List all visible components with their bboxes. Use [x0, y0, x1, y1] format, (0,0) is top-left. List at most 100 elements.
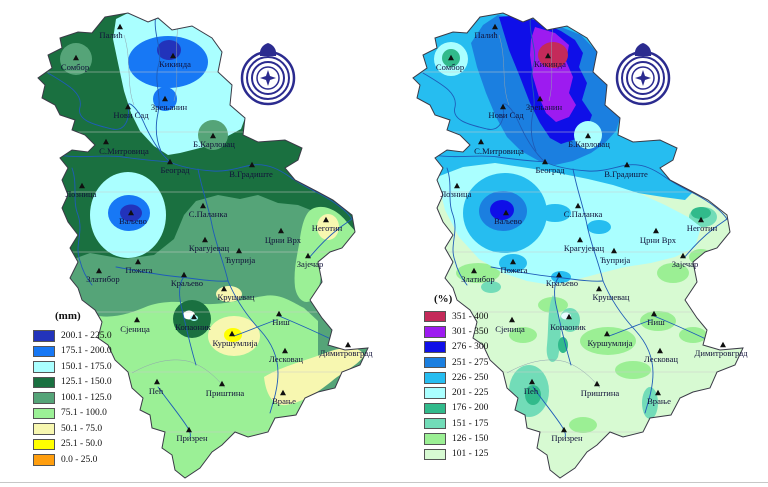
- city-label: С.Митровица: [474, 146, 524, 156]
- legend-label: 126 - 150: [452, 434, 489, 445]
- station-triangle-icon: [680, 252, 686, 259]
- station-triangle-icon: [624, 161, 630, 168]
- city-label: Ћуприја: [225, 255, 256, 265]
- city-label: Копаоник: [175, 322, 212, 332]
- legend-swatch: [424, 402, 446, 415]
- legend-item: 351 - 400: [424, 309, 488, 324]
- city-label: Врање: [272, 396, 296, 406]
- legend-mm-rows: 200.1 - 225.0 175.1 - 200.0 150.1 - 175.0 1…: [33, 328, 112, 468]
- station-triangle-icon: [249, 161, 255, 168]
- legend-item: 0.0 - 25.0: [33, 452, 112, 468]
- station-triangle-icon: [471, 267, 477, 274]
- station-triangle-icon: [545, 52, 551, 59]
- legend-mm: (mm) 200.1 - 225.0 175.1 - 200.0 150.1 - 1…: [33, 310, 112, 468]
- city-label: Зајечар: [297, 259, 324, 269]
- city-label: Зрењанин: [151, 102, 188, 112]
- legend-swatch: [33, 438, 55, 450]
- legend-swatch: [424, 433, 446, 445]
- admin-borders: [498, 26, 601, 389]
- station-triangle-icon: [117, 23, 123, 30]
- hydromet-logo-icon: [240, 43, 296, 106]
- station-triangle-icon: [128, 209, 134, 216]
- city-label: Призрен: [551, 433, 583, 443]
- legend-percent-title: (%): [434, 293, 453, 305]
- legend-label: 200.1 - 225.0: [61, 330, 112, 341]
- legend-swatch: [33, 407, 55, 419]
- city-label: Пожега: [125, 265, 152, 275]
- city-label: С.Митровица: [99, 146, 149, 156]
- city-label: С.Паланка: [564, 209, 603, 219]
- city-label: Крагујевац: [189, 243, 230, 253]
- station-triangle-icon: [73, 54, 79, 61]
- station-triangle-icon: [529, 378, 535, 385]
- station-triangle-icon: [280, 389, 286, 396]
- legend-swatch: [33, 361, 55, 373]
- city-label: Б.Карловац: [568, 139, 610, 149]
- city-label: Златибор: [461, 274, 494, 284]
- station-triangle-icon: [210, 132, 216, 139]
- city-label: Крушевац: [217, 292, 254, 302]
- legend-item: 101 - 125: [424, 447, 488, 462]
- city-label: Нови Сад: [113, 110, 149, 120]
- city-label: Ниш: [647, 317, 665, 327]
- city-label: Димитровград: [694, 348, 748, 358]
- station-triangle-icon: [503, 209, 509, 216]
- station-triangle-icon: [79, 182, 85, 189]
- legend-label: 301 - 350: [452, 326, 489, 337]
- station-triangle-icon: [282, 347, 288, 354]
- station-triangle-icon: [575, 202, 581, 209]
- station-triangle-icon: [611, 247, 617, 254]
- legend-item: 251 - 275: [424, 355, 488, 370]
- legend-item: 50.1 - 75.0: [33, 421, 112, 437]
- legend-item: 125.1 - 150.0: [33, 375, 112, 391]
- station-triangle-icon: [577, 236, 583, 243]
- city-label: Београд: [535, 165, 565, 175]
- station-triangle-icon: [653, 227, 659, 234]
- city-label: Лесковац: [644, 354, 678, 364]
- legend-swatch: [424, 356, 446, 369]
- station-triangle-icon: [276, 310, 282, 317]
- station-triangle-icon: [305, 252, 311, 259]
- station-triangle-icon: [585, 132, 591, 139]
- legend-item: 176 - 200: [424, 401, 488, 416]
- station-triangle-icon: [448, 54, 454, 61]
- legend-label: 175.1 - 200.0: [61, 346, 112, 357]
- legend-swatch: [424, 387, 446, 399]
- city-label: В.Градиште: [604, 169, 648, 179]
- station-triangle-icon: [154, 378, 160, 385]
- legend-percent: (%) 351 - 400 301 - 350 276 - 300 251 - 275…: [424, 293, 488, 462]
- legend-label: 151 - 175: [452, 418, 489, 429]
- city-label: Црни Врх: [640, 235, 677, 245]
- legend-label: 226 - 250: [452, 372, 489, 383]
- legend-label: 351 - 400: [452, 311, 489, 322]
- city-label: Пожега: [500, 265, 527, 275]
- station-triangle-icon: [698, 216, 704, 223]
- city-label: Зајечар: [672, 259, 699, 269]
- station-triangle-icon: [167, 158, 173, 165]
- legend-swatch: [33, 392, 55, 404]
- city-label: Зрењанин: [526, 102, 563, 112]
- station-triangle-icon: [594, 380, 600, 387]
- legend-label: 176 - 200: [452, 403, 489, 414]
- city-label: Неготин: [687, 223, 718, 233]
- legend-item: 100.1 - 125.0: [33, 390, 112, 406]
- legend-label: 0.0 - 25.0: [61, 454, 98, 465]
- station-triangle-icon: [202, 236, 208, 243]
- station-triangle-icon: [219, 380, 225, 387]
- legend-swatch: [424, 448, 446, 461]
- city-label: Краљево: [546, 278, 578, 288]
- legend-swatch: [424, 326, 446, 338]
- station-triangle-icon: [135, 258, 141, 265]
- station-triangle-icon: [236, 247, 242, 254]
- legend-mm-title: (mm): [55, 310, 81, 322]
- city-label: Б.Карловац: [193, 139, 235, 149]
- city-label: Пећ: [149, 386, 164, 396]
- station-triangle-icon: [542, 158, 548, 165]
- legend-label: 276 - 300: [452, 342, 489, 353]
- legend-swatch: [33, 376, 55, 388]
- station-triangle-icon: [125, 103, 131, 110]
- city-label: Крушевац: [592, 292, 629, 302]
- legend-label: 101 - 125: [452, 449, 489, 460]
- city-label: Лозница: [441, 189, 472, 199]
